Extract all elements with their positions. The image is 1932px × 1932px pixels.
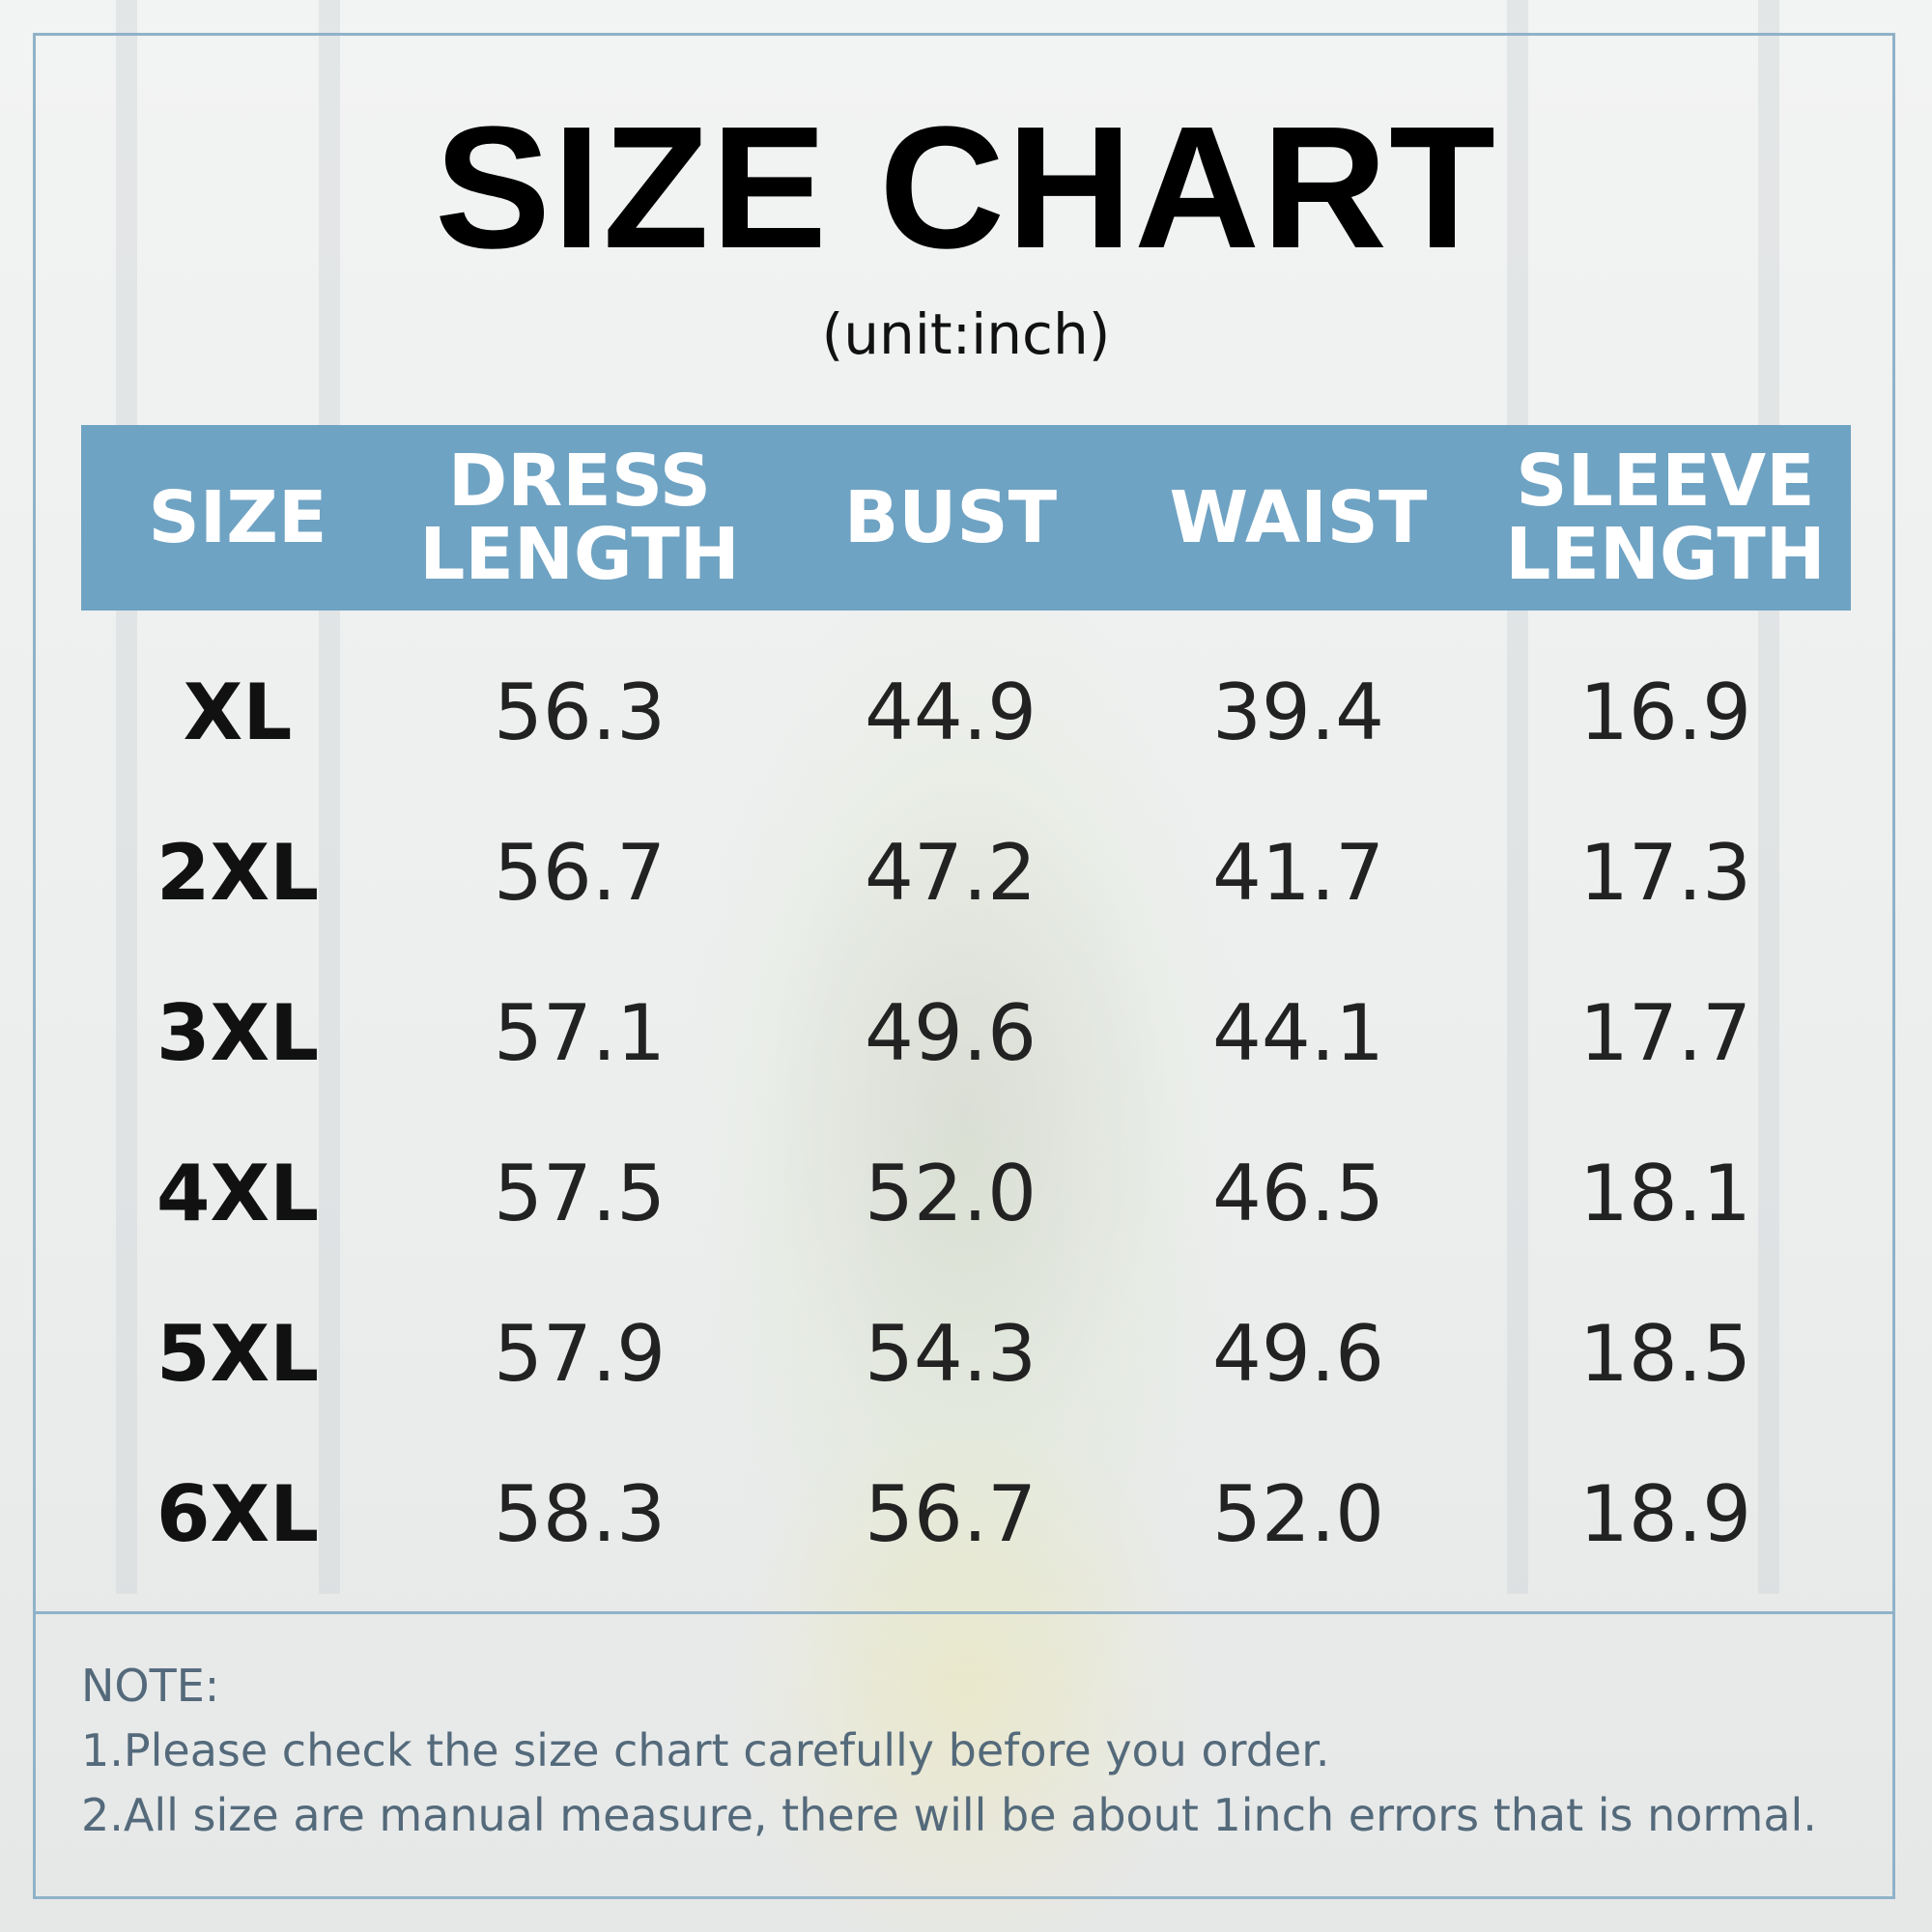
table-cell: 17.7 [1578, 987, 1752, 1078]
size-label: 3XL [156, 987, 320, 1078]
table-cell: 56.7 [493, 827, 667, 918]
size-label: 6XL [156, 1468, 320, 1559]
column-header-size: SIZE [148, 476, 327, 559]
note-heading: NOTE: [81, 1660, 220, 1712]
table-cell: 17.3 [1578, 827, 1752, 918]
size-label: XL [183, 667, 293, 757]
background-pillar [319, 0, 340, 1594]
background-pillar [116, 0, 137, 1594]
table-row: 6XL 58.3 56.7 52.0 18.9 [81, 1434, 1851, 1594]
table-cell: 16.9 [1578, 667, 1752, 757]
chart-title: SIZE CHART [435, 91, 1497, 285]
size-label: 2XL [156, 827, 320, 918]
size-label: 4XL [156, 1148, 320, 1238]
table-cell: 18.1 [1578, 1148, 1752, 1238]
chart-frame [33, 33, 1895, 1899]
table-row: 4XL 57.5 52.0 46.5 18.1 [81, 1113, 1851, 1273]
table-header: SIZE DRESS LENGTH BUST WAIST SLEEVE LENGTH [81, 425, 1851, 611]
table-cell: 47.2 [864, 827, 1037, 918]
table-cell: 44.1 [1211, 987, 1385, 1078]
column-header-bust: BUST [843, 476, 1058, 559]
column-header-dress-length: DRESS LENGTH [419, 440, 740, 596]
table-row: 2XL 56.7 47.2 41.7 17.3 [81, 792, 1851, 952]
column-header-sleeve-length: SLEEVE LENGTH [1505, 440, 1826, 596]
notes-divider [33, 1611, 1895, 1614]
table-cell: 41.7 [1211, 827, 1385, 918]
size-label: 5XL [156, 1308, 320, 1399]
table-row: XL 56.3 44.9 39.4 16.9 [81, 632, 1851, 792]
table-cell: 52.0 [864, 1148, 1037, 1238]
table-cell: 54.3 [864, 1308, 1037, 1399]
table-cell: 46.5 [1211, 1148, 1385, 1238]
column-header-waist: WAIST [1169, 476, 1428, 559]
table-cell: 49.6 [864, 987, 1037, 1078]
table-cell: 57.1 [493, 987, 667, 1078]
table-cell: 44.9 [864, 667, 1037, 757]
table-cell: 57.9 [493, 1308, 667, 1399]
background-pillar [1507, 0, 1528, 1594]
unit-label: (unit:inch) [821, 301, 1111, 367]
table-cell: 56.7 [864, 1468, 1037, 1559]
note-line-2: 2.All size are manual measure, there wil… [81, 1789, 1817, 1841]
background-pillar [1758, 0, 1779, 1594]
table-cell: 52.0 [1211, 1468, 1385, 1559]
table-row: 5XL 57.9 54.3 49.6 18.5 [81, 1273, 1851, 1434]
table-cell: 56.3 [493, 667, 667, 757]
table-cell: 58.3 [493, 1468, 667, 1559]
table-cell: 18.9 [1578, 1468, 1752, 1559]
table-cell: 18.5 [1578, 1308, 1752, 1399]
table-row: 3XL 57.1 49.6 44.1 17.7 [81, 952, 1851, 1113]
table-cell: 39.4 [1211, 667, 1385, 757]
note-line-1: 1.Please check the size chart carefully … [81, 1724, 1330, 1776]
table-cell: 49.6 [1211, 1308, 1385, 1399]
table-cell: 57.5 [493, 1148, 667, 1238]
